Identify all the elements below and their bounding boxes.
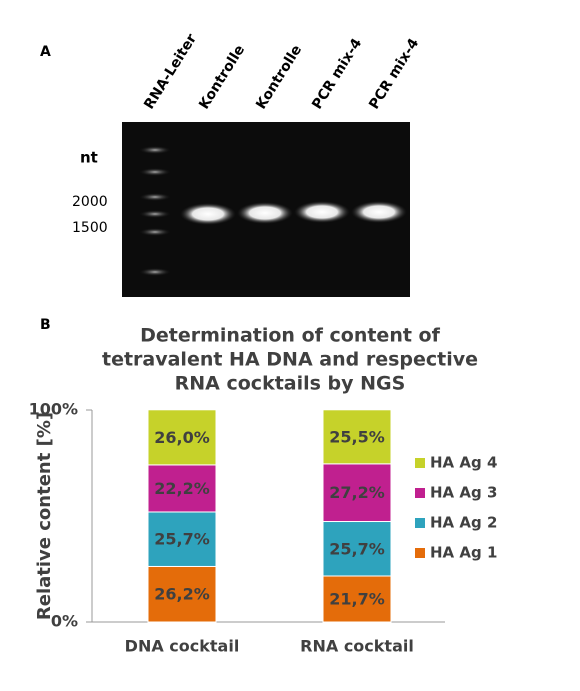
marker-label: 2000: [72, 194, 108, 210]
sample-bands: [180, 201, 407, 225]
lane-label: Kontrolle: [196, 42, 248, 112]
bar-segment: [147, 464, 217, 513]
data-label: 26,0%: [154, 428, 210, 447]
bar-segment: [322, 409, 392, 465]
unit-label: nt: [80, 149, 98, 167]
legend-swatch: [415, 518, 425, 528]
lane-label: Kontrolle: [253, 42, 305, 112]
ladder: [139, 146, 171, 276]
data-label: 25,5%: [329, 427, 385, 446]
y-tick-label: 100%: [29, 400, 78, 419]
panel-label: B: [40, 317, 51, 333]
x-tick-label: RNA cocktail: [300, 637, 414, 656]
legend-swatch: [415, 488, 425, 498]
chart-title: RNA cocktails by NGS: [175, 373, 406, 395]
lane-label: PCR mix-4: [309, 36, 365, 113]
bar-segment: [322, 521, 392, 577]
marker-label: 1500: [72, 220, 108, 236]
legend-label: HA Ag 1: [430, 544, 497, 562]
legend-label: HA Ag 4: [430, 454, 497, 472]
y-tick-label: 0%: [51, 612, 78, 631]
x-tick-label: DNA cocktail: [125, 637, 240, 656]
data-label: 26,2%: [154, 585, 210, 604]
data-label: 25,7%: [154, 530, 210, 549]
legend-label: HA Ag 2: [430, 514, 497, 532]
chart-title: Determination of content of: [140, 325, 440, 347]
bar-segment: [322, 463, 392, 523]
y-axis-label: Relative content [%]: [34, 412, 55, 620]
legend-swatch: [415, 548, 425, 558]
legend-label: HA Ag 3: [430, 484, 497, 502]
bar-segment: [147, 511, 217, 567]
lane-label: RNA-Leiter: [141, 31, 200, 112]
legend-swatch: [415, 458, 425, 468]
data-label: 27,2%: [329, 483, 385, 502]
data-label: 25,7%: [329, 539, 385, 558]
bar-segment: [147, 565, 217, 623]
chart-title: tetravalent HA DNA and respective: [102, 349, 478, 371]
bar-segment: [147, 409, 217, 466]
panel-label: A: [40, 44, 51, 60]
data-label: 22,2%: [154, 479, 210, 498]
data-label: 21,7%: [329, 589, 385, 608]
lane-label: PCR mix-4: [366, 36, 422, 113]
